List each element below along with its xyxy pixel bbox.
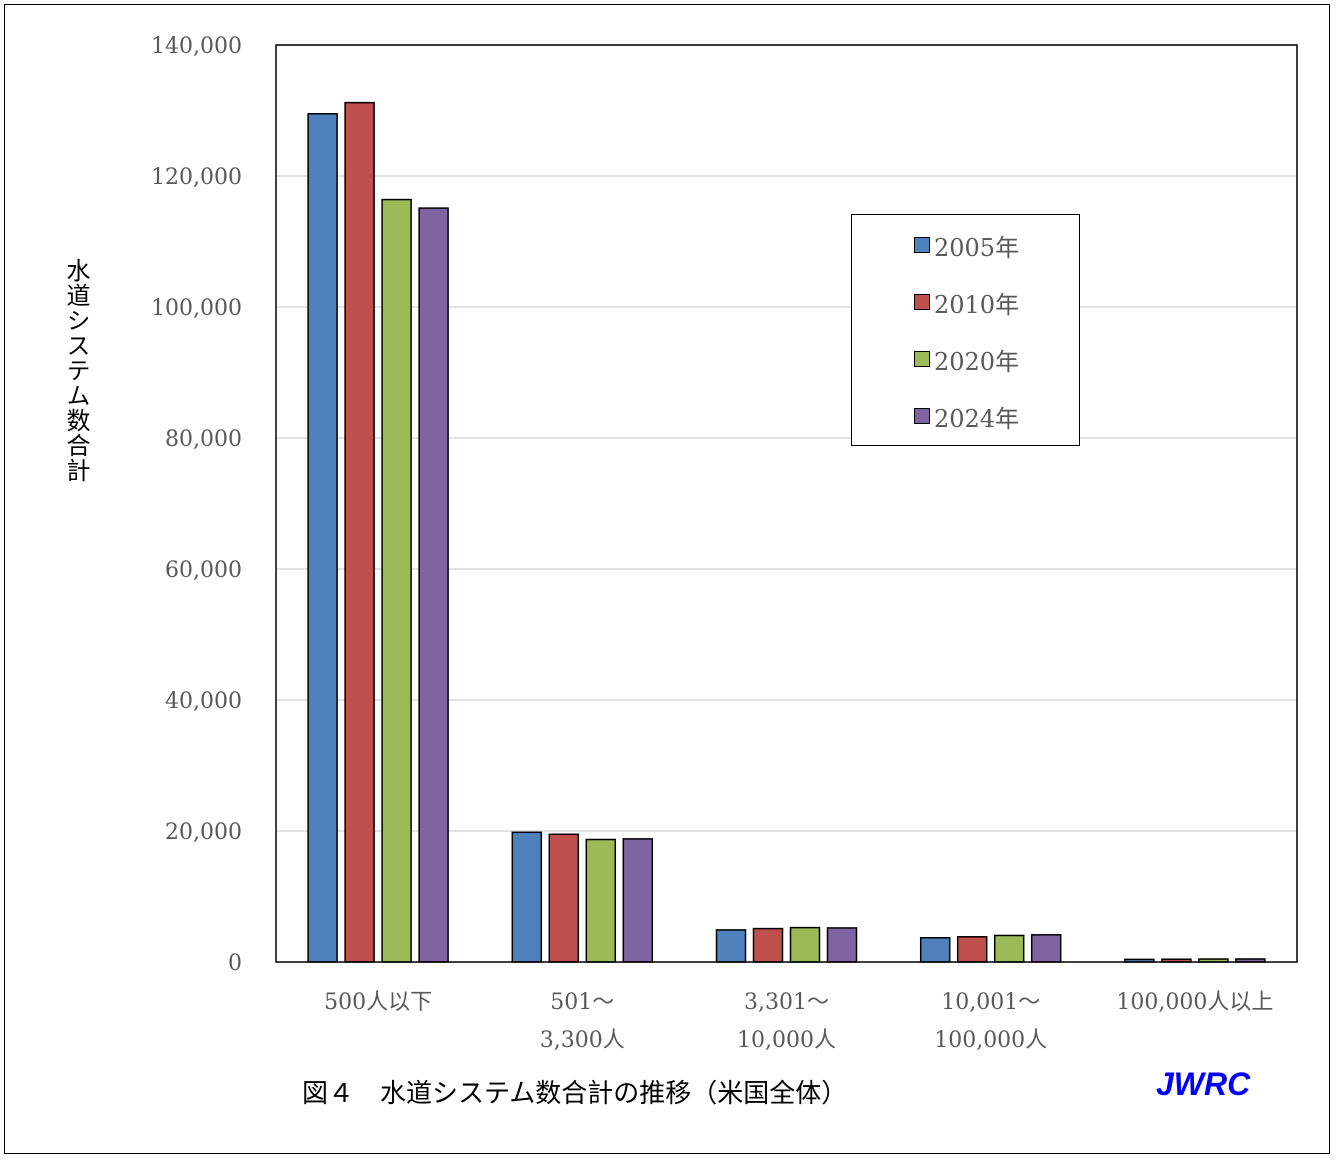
y-tick-label: 100,000 — [151, 296, 242, 321]
bar-2020年-3 — [993, 934, 1025, 963]
legend-label-2020: 2020年 — [934, 347, 1020, 376]
outer-frame — [4, 4, 1330, 1154]
x-tick-label: 100,000人 — [934, 1028, 1047, 1053]
bar-2020年-2 — [789, 926, 821, 963]
y-tick-label: 60,000 — [165, 558, 242, 583]
y-tick-label: 120,000 — [151, 165, 242, 190]
y-axis-label: 水道システム数合計 — [62, 258, 90, 483]
legend-item-2020: 2020年 — [914, 344, 1020, 376]
x-tick-label: 100,000人以上 — [1116, 990, 1273, 1015]
legend-label-2024: 2024年 — [934, 404, 1020, 433]
bar-2024年-0 — [418, 207, 449, 963]
legend-item-2010: 2010年 — [914, 287, 1020, 319]
y-tick-labels: 0 20,000 40,000 60,000 80,000 100,000 120,000 1… — [151, 34, 242, 976]
x-tick-labels: 500人以下 501～ 3,300人 3,301～ 10,000人 10,001～ 100,… — [324, 990, 1273, 1053]
legend-label-2010: 2010年 — [934, 290, 1020, 319]
x-tick-label: 500人以下 — [324, 990, 432, 1015]
legend-swatch-2010 — [914, 294, 930, 310]
y-tick-label: 40,000 — [165, 689, 242, 714]
y-tick-label: 80,000 — [165, 427, 242, 452]
legend-swatch-2005 — [914, 237, 930, 253]
legend-item-2005: 2005年 — [914, 230, 1020, 262]
bar-2024年-1 — [622, 838, 654, 963]
legend-item-2024: 2024年 — [914, 401, 1020, 433]
legend-swatch-2020 — [914, 351, 930, 367]
legend-label-2005: 2005年 — [934, 233, 1020, 262]
bar-2005年-2 — [715, 929, 747, 963]
bar-2005年-0 — [307, 113, 338, 963]
x-tick-label: 3,300人 — [540, 1028, 625, 1053]
y-tick-label: 0 — [228, 951, 242, 976]
bar-2010年-2 — [752, 927, 784, 963]
legend-swatch-2024 — [914, 408, 930, 424]
bar-2010年-1 — [548, 833, 580, 963]
brand-logo-text: JWRC — [1156, 1066, 1251, 1102]
figure-caption: 図４ 水道システム数合計の推移（米国全体） — [302, 1079, 848, 1109]
bar-2005年-3 — [919, 937, 951, 963]
bar-2024年-3 — [1030, 934, 1062, 963]
x-tick-label: 501～ — [550, 990, 614, 1015]
bar-2024年-2 — [826, 927, 858, 963]
bar-2020年-0 — [381, 198, 412, 963]
y-tick-label: 20,000 — [165, 820, 242, 845]
x-tick-label: 10,001～ — [941, 990, 1040, 1015]
bar-2010年-0 — [344, 101, 375, 963]
bar-2020年-1 — [585, 838, 617, 963]
bar-2005年-1 — [511, 831, 543, 963]
y-tick-label: 140,000 — [151, 34, 242, 59]
axes — [275, 44, 1298, 963]
x-tick-label: 10,000人 — [737, 1028, 836, 1053]
bar-2010年-3 — [956, 936, 988, 963]
bars — [307, 101, 1266, 963]
plot-area-border — [275, 44, 1298, 963]
x-tick-label: 3,301～ — [744, 990, 829, 1015]
legend: 2005年 2010年 2020年 2024年 — [851, 214, 1080, 446]
